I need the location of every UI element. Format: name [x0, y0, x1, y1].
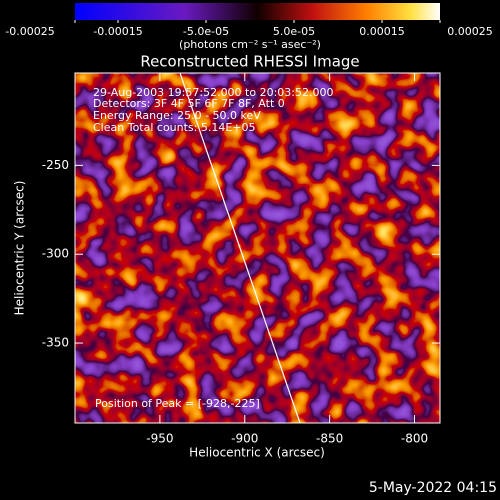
- x-tick-label: -800: [401, 432, 428, 446]
- image-pixels: [75, 73, 440, 423]
- peak-label: Position of Peak = [-928,-225]: [95, 397, 260, 410]
- plot-frame: [74, 72, 441, 424]
- colorbar-tick-label: -0.00015: [93, 25, 142, 38]
- colorbar-tick-label: 0.00015: [359, 25, 405, 38]
- x-axis-label: Heliocentric X (arcsec): [189, 446, 325, 460]
- colorbar-label: (photons cm⁻² s⁻¹ asec⁻²): [179, 38, 321, 51]
- footer: 5-May-2022 04:15: [369, 480, 497, 496]
- x-tick-label: -850: [316, 432, 343, 446]
- y-tick-label: -300: [42, 247, 69, 261]
- y-tick-label: -350: [42, 336, 69, 350]
- colorbar: [75, 3, 440, 20]
- image: [75, 73, 440, 423]
- annotation: Energy Range: 25.0 - 50.0 keV: [93, 109, 261, 122]
- colorbar-tick-label: -0.00025: [5, 25, 54, 38]
- x-tick-label: -950: [146, 432, 173, 446]
- annotation: Clean Total counts: 5.14E+05: [93, 121, 256, 134]
- annotation: Detectors: 3F 4F 5F 6F 7F 8F, Att 0: [93, 97, 285, 110]
- limb-line: [179, 73, 301, 423]
- x-tick-label: -900: [231, 432, 258, 446]
- colorbar-tick-label: -5.0e-05: [183, 25, 229, 38]
- annotation: 29-Aug-2003 19:57:52.000 to 20:03:52.000: [93, 86, 334, 99]
- colorbar-tick-label: 5.0e-05: [273, 25, 315, 38]
- colorbar-tick-label: 0.00025: [447, 25, 493, 38]
- y-axis-label: Heliocentric Y (arcsec): [13, 181, 27, 316]
- chart-title: Reconstructed RHESSI Image: [140, 53, 359, 71]
- y-tick-label: -250: [42, 158, 69, 172]
